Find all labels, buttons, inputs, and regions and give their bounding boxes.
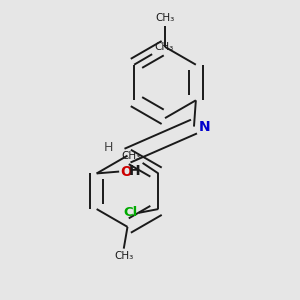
Text: Cl: Cl xyxy=(123,206,137,219)
Text: H: H xyxy=(128,164,140,178)
Text: H: H xyxy=(103,141,113,154)
Text: O: O xyxy=(120,165,132,178)
Text: CH₃: CH₃ xyxy=(114,251,134,261)
Text: CH₃: CH₃ xyxy=(122,151,141,161)
Text: N: N xyxy=(199,120,210,134)
Text: CH₃: CH₃ xyxy=(155,13,175,23)
Text: CH₃: CH₃ xyxy=(154,42,173,52)
